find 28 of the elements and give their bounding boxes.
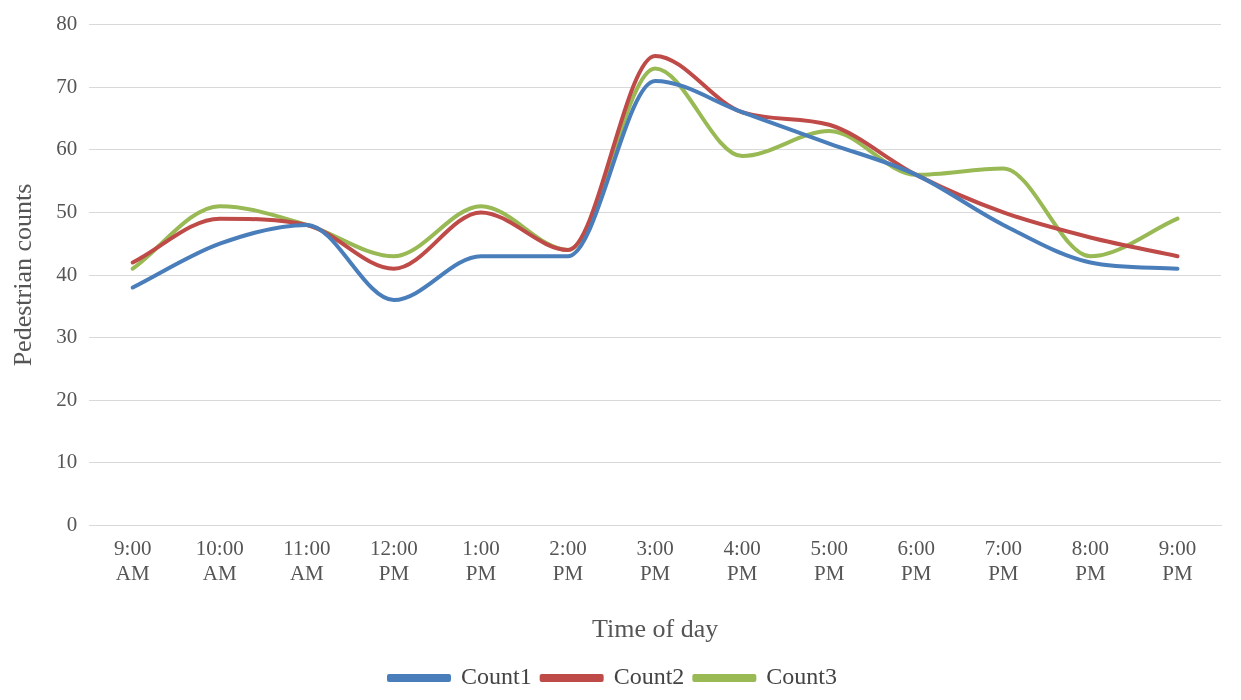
legend-label: Count3 (766, 663, 838, 690)
line-series (130, 78, 1180, 303)
x-tick-label: 3:00 PM (636, 535, 674, 585)
x-axis-title: Time of day (592, 614, 719, 644)
y-tick-label: 30 (56, 324, 78, 349)
x-tick-label: 12:00 PM (369, 535, 418, 585)
x-tick-label: 9:00 AM (114, 535, 152, 585)
x-tick-label: 11:00 AM (283, 535, 331, 585)
y-tick-label: 20 (56, 386, 78, 411)
x-tick-label: 7:00 PM (984, 535, 1023, 585)
y-tick-label: 50 (56, 198, 78, 223)
x-tick-label: 6:00 PM (897, 535, 935, 585)
y-tick-label: 70 (56, 73, 78, 98)
y-tick-label: 80 (56, 11, 78, 36)
y-axis-title: Pedestrian counts (8, 183, 38, 367)
x-tick-label: 8:00 PM (1071, 535, 1110, 585)
y-tick-label: 40 (56, 261, 78, 286)
x-tick-label: 10:00 AM (195, 535, 244, 585)
y-tick-label: 0 (66, 511, 78, 536)
x-tick-label: 4:00 PM (723, 535, 761, 585)
x-tick-label: 5:00 PM (810, 535, 848, 585)
legend-label: Count2 (613, 663, 685, 690)
x-tick-label: 2:00 PM (549, 535, 587, 585)
x-tick-label: 9:00 PM (1158, 535, 1197, 585)
y-tick-label: 60 (56, 136, 78, 161)
y-tick-label: 10 (56, 449, 78, 474)
legend-label: Count1 (460, 663, 532, 690)
x-tick-label: 1:00 PM (462, 535, 500, 585)
